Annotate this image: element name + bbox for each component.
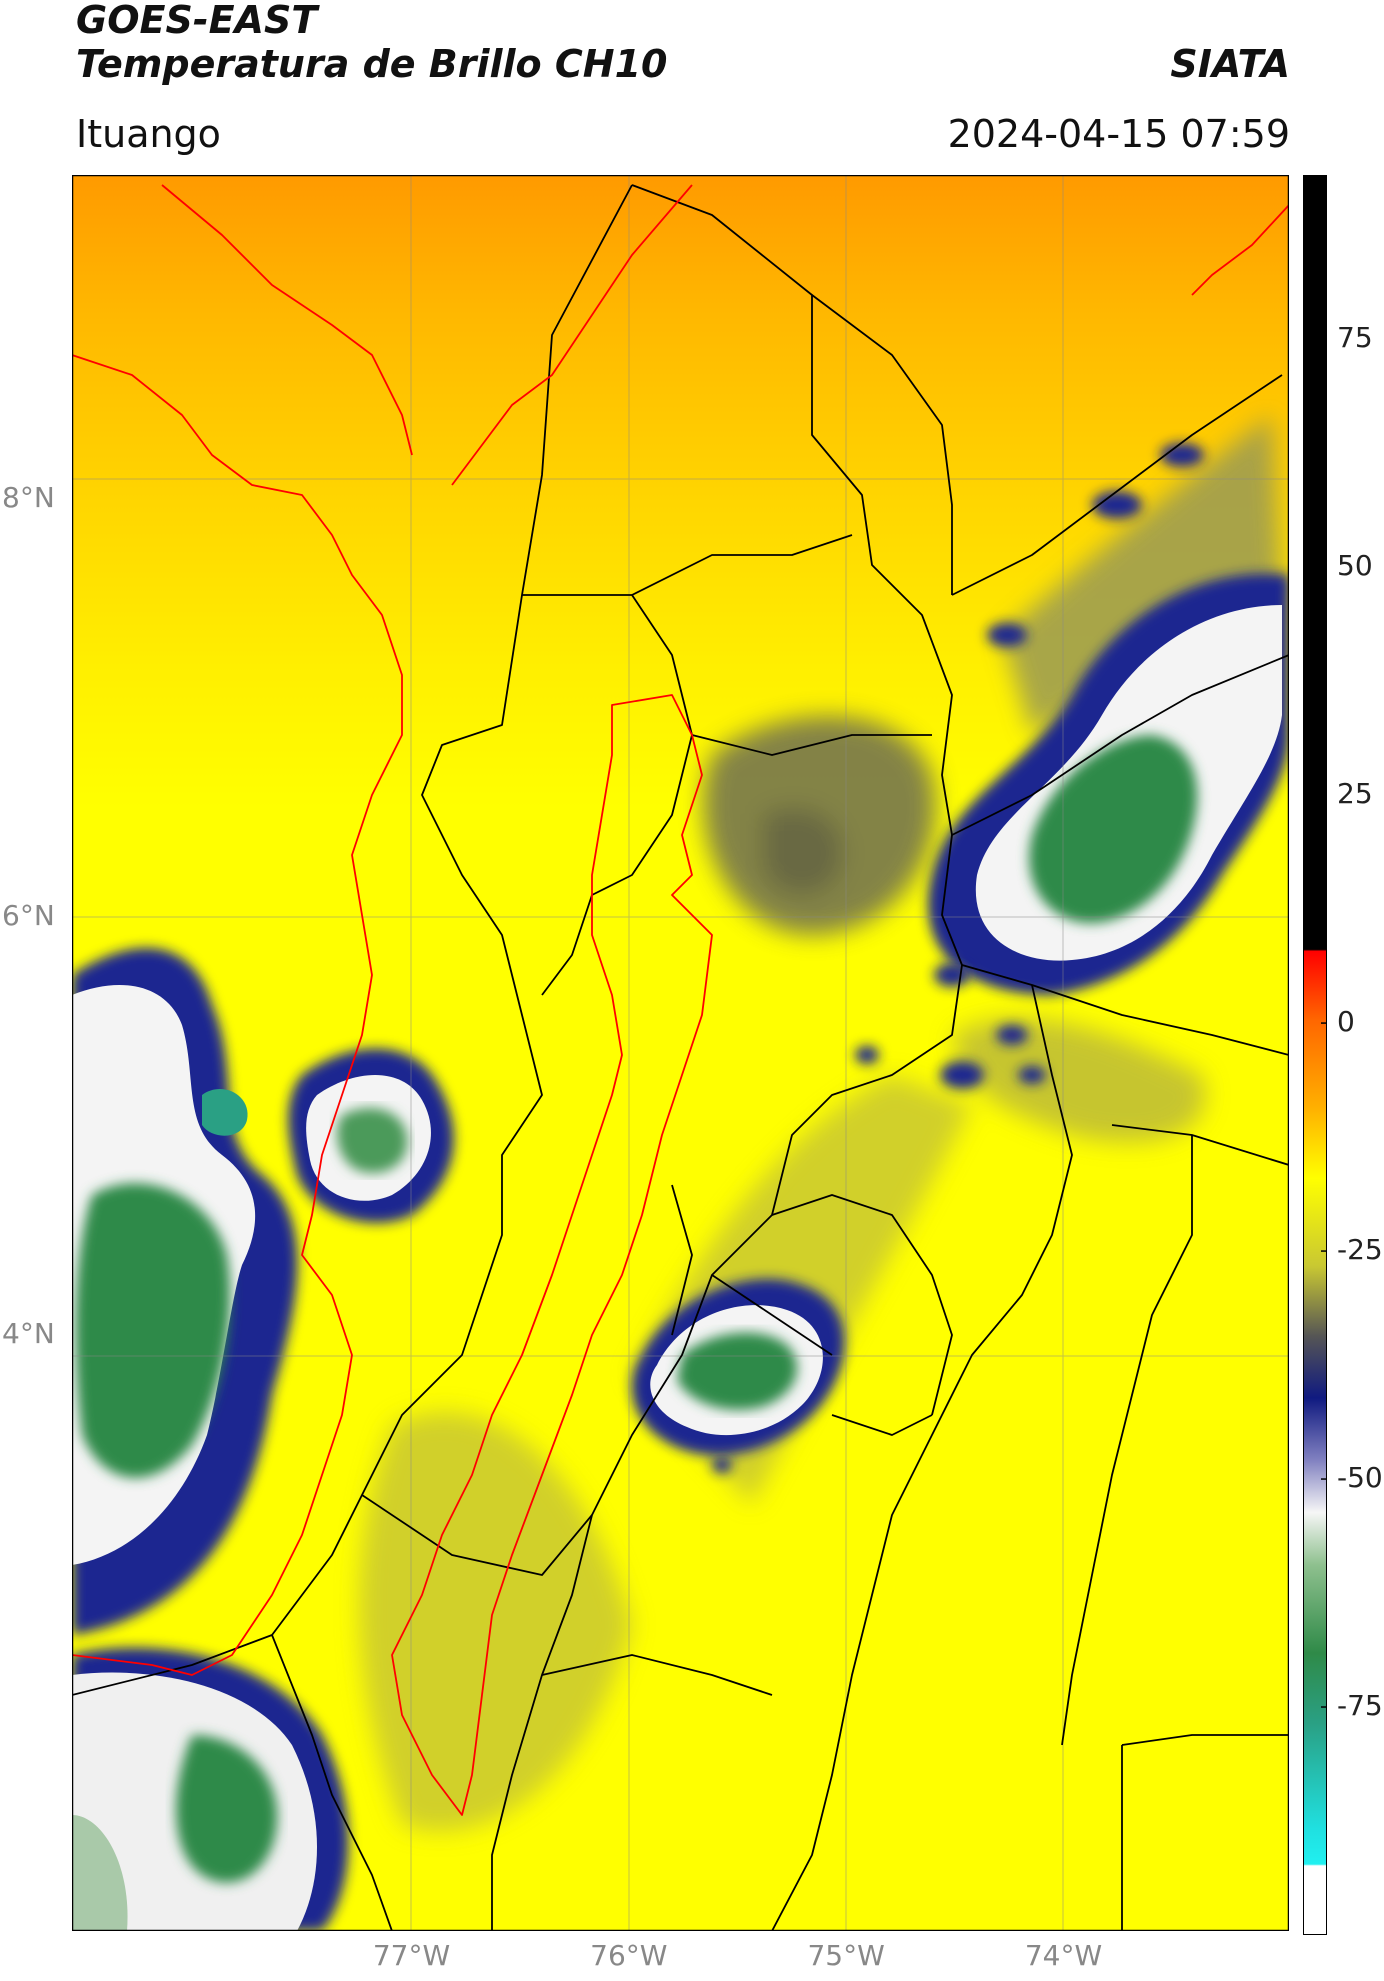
lat-label: 6°N [2, 899, 55, 933]
lon-label: 76°W [590, 1939, 668, 1972]
northeast-olive-arc [1002, 415, 1282, 735]
antioquia-ituango-red-boundary [72, 184, 1289, 1816]
colorbar [1303, 175, 1327, 1935]
cell-southwest-corner [72, 1647, 349, 1931]
convective-cells [72, 443, 1289, 1931]
lat-label: 4°N [2, 1317, 55, 1351]
east-olive-band [952, 1018, 1206, 1143]
department-boundaries [72, 184, 1289, 1931]
datetime-label: 2024-04-15 07:59 [947, 112, 1290, 156]
colorbar-tick-label: 25 [1337, 777, 1373, 811]
scattered-small-cells [712, 443, 1204, 1473]
lon-label: 75°W [807, 1939, 885, 1972]
lon-label: 77°W [372, 1939, 451, 1972]
southwest-olive-band [359, 1411, 632, 1832]
cell-south-central [632, 1278, 845, 1455]
lon-label: 74°W [1024, 1939, 1103, 1972]
lat-label: 8°N [2, 481, 55, 515]
product-title: Temperatura de Brillo CH10 [76, 42, 668, 86]
map-frame [72, 175, 1289, 1931]
brand-label: SIATA [1170, 42, 1290, 86]
cell-northeast [928, 573, 1289, 995]
colorbar-tick-label: 75 [1337, 321, 1373, 355]
cell-west-small [288, 1048, 454, 1223]
cell-west-coast [72, 947, 298, 1635]
brightness-temperature-map [72, 175, 1289, 1931]
colorbar-tick-label: -75 [1337, 1689, 1383, 1723]
colorbar-tick-label: 50 [1337, 549, 1373, 583]
satellite-title: GOES-EAST [76, 0, 318, 42]
location-label: Ituango [76, 112, 221, 156]
colorbar-tick-label: 0 [1337, 1005, 1355, 1039]
colorbar-tick-label: -50 [1337, 1461, 1383, 1495]
colorbar-tick-label: -25 [1337, 1233, 1383, 1267]
central-dark-core [762, 807, 844, 895]
